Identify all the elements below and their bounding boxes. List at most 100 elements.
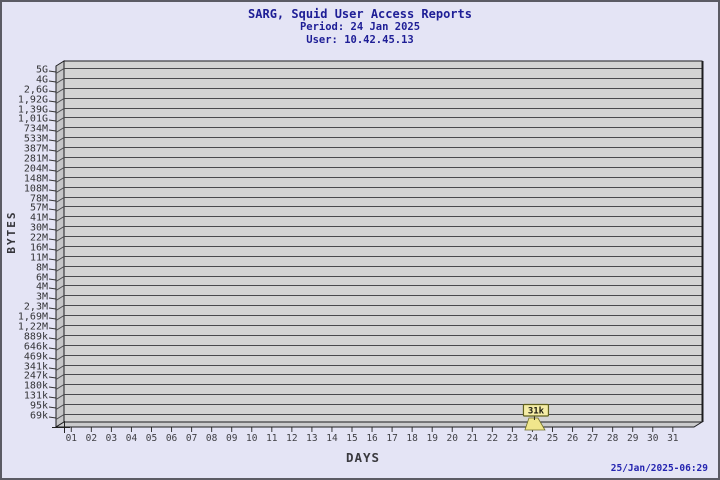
gridline-wall-segment (55, 365, 65, 371)
y-tick-label: 95k (30, 401, 48, 412)
gridline-wall-segment (55, 236, 65, 242)
gridline-wall-segment (55, 305, 65, 311)
x-tick-label: 05 (146, 433, 157, 444)
y-tick-mark (48, 228, 57, 231)
gridline-wall-segment (55, 147, 65, 153)
report-period: Period: 24 Jan 2025 (299, 21, 421, 33)
x-tick-label: 25 (547, 433, 558, 444)
gridline-wall-segment (55, 127, 65, 133)
y-tick-mark (48, 337, 57, 340)
y-tick-mark (48, 307, 57, 310)
gridline-wall-segment (55, 78, 65, 84)
gridline-wall-segment (55, 98, 65, 104)
gridline-wall-segment (55, 276, 65, 282)
y-tick-mark (48, 268, 57, 271)
y-tick-mark (48, 179, 57, 182)
y-tick-label: 57M (30, 203, 48, 214)
x-tick-label: 20 (447, 433, 459, 444)
gridline-wall-segment (55, 117, 65, 123)
gridline-wall-segment (55, 335, 65, 341)
x-tick-label: 18 (406, 433, 418, 444)
y-tick-mark (48, 317, 57, 320)
y-tick-mark (48, 396, 57, 399)
y-tick-mark (48, 347, 57, 350)
x-tick-label: 08 (206, 433, 218, 444)
y-tick-label: 22M (30, 233, 48, 244)
y-tick-label: 108M (24, 184, 48, 195)
gridline-wall-segment (55, 88, 65, 94)
y-tick-label: 1,01G (18, 114, 48, 125)
y-tick-mark (48, 287, 57, 290)
x-tick-label: 23 (507, 433, 518, 444)
y-tick-label: 247k (24, 371, 48, 382)
y-tick-mark (48, 139, 57, 142)
x-tick-label: 04 (126, 433, 138, 444)
y-tick-mark (48, 386, 57, 389)
y-tick-label: 16M (30, 243, 48, 254)
y-tick-mark (48, 367, 57, 370)
x-tick-label: 03 (106, 433, 117, 444)
y-tick-label: 148M (24, 174, 48, 185)
x-tick-label: 11 (266, 433, 278, 444)
gridline-wall-segment (55, 394, 65, 400)
y-tick-mark (48, 110, 57, 113)
gridline-wall-segment (55, 197, 65, 203)
x-tick-label: 17 (386, 433, 397, 444)
y-tick-mark (48, 70, 57, 73)
y-tick-label: 204M (24, 164, 48, 175)
x-tick-label: 24 (527, 433, 539, 444)
x-tick-label: 26 (567, 433, 579, 444)
y-tick-label: 180k (24, 381, 48, 392)
y-tick-mark (48, 278, 57, 281)
y-tick-mark (48, 189, 57, 192)
value-tooltip (522, 403, 550, 417)
x-tick-label: 29 (627, 433, 639, 444)
gridline-wall-segment (55, 404, 65, 410)
generated-timestamp: 25/Jan/2025-06:29 (610, 463, 708, 474)
y-tick-mark (48, 218, 57, 221)
x-tick-label: 27 (587, 433, 598, 444)
x-tick-label: 14 (326, 433, 338, 444)
report-title: SARG, Squid User Access Reports (248, 7, 472, 21)
gridline-wall-segment (55, 68, 65, 74)
y-tick-label: 69k (30, 411, 48, 422)
gridline-wall-segment (55, 137, 65, 143)
y-tick-mark (48, 406, 57, 409)
y-tick-label: 4M (36, 282, 48, 293)
y-tick-mark (48, 119, 57, 122)
gridline-wall-segment (55, 384, 65, 390)
y-tick-mark (48, 327, 57, 330)
gridline-wall-segment (55, 157, 65, 163)
y-tick-label: 30M (30, 223, 48, 234)
gridline-wall-segment (55, 325, 65, 331)
x-tick-label: 10 (246, 433, 258, 444)
x-tick-label: 28 (607, 433, 619, 444)
gridline-wall-segment (55, 187, 65, 193)
y-tick-label: 281M (24, 154, 48, 165)
x-tick-label: 15 (346, 433, 357, 444)
y-tick-mark (48, 100, 57, 103)
x-axis-title: DAYS (345, 450, 381, 465)
plot-back-wall (63, 60, 703, 423)
x-tick-label: 06 (166, 433, 178, 444)
y-tick-mark (48, 416, 57, 419)
x-tick-label: 16 (366, 433, 378, 444)
gridline-wall-segment (55, 167, 65, 173)
gridline-wall-segment (55, 266, 65, 272)
x-tick-label: 02 (86, 433, 97, 444)
left-wall (55, 60, 65, 428)
y-tick-label: 8M (36, 263, 48, 274)
value-tooltip-label: 31k (528, 407, 545, 417)
y-tick-label: 5G (36, 65, 48, 76)
report-user: User: 10.42.45.13 (306, 34, 414, 46)
y-tick-label: 1,39G (18, 105, 48, 116)
y-tick-mark (48, 199, 57, 202)
y-tick-label: 1,69M (18, 312, 48, 323)
y-tick-mark (48, 169, 57, 172)
gridline-wall-segment (55, 206, 65, 212)
floor (54, 421, 704, 428)
y-tick-label: 131k (24, 391, 48, 402)
gridline-wall-segment (55, 315, 65, 321)
